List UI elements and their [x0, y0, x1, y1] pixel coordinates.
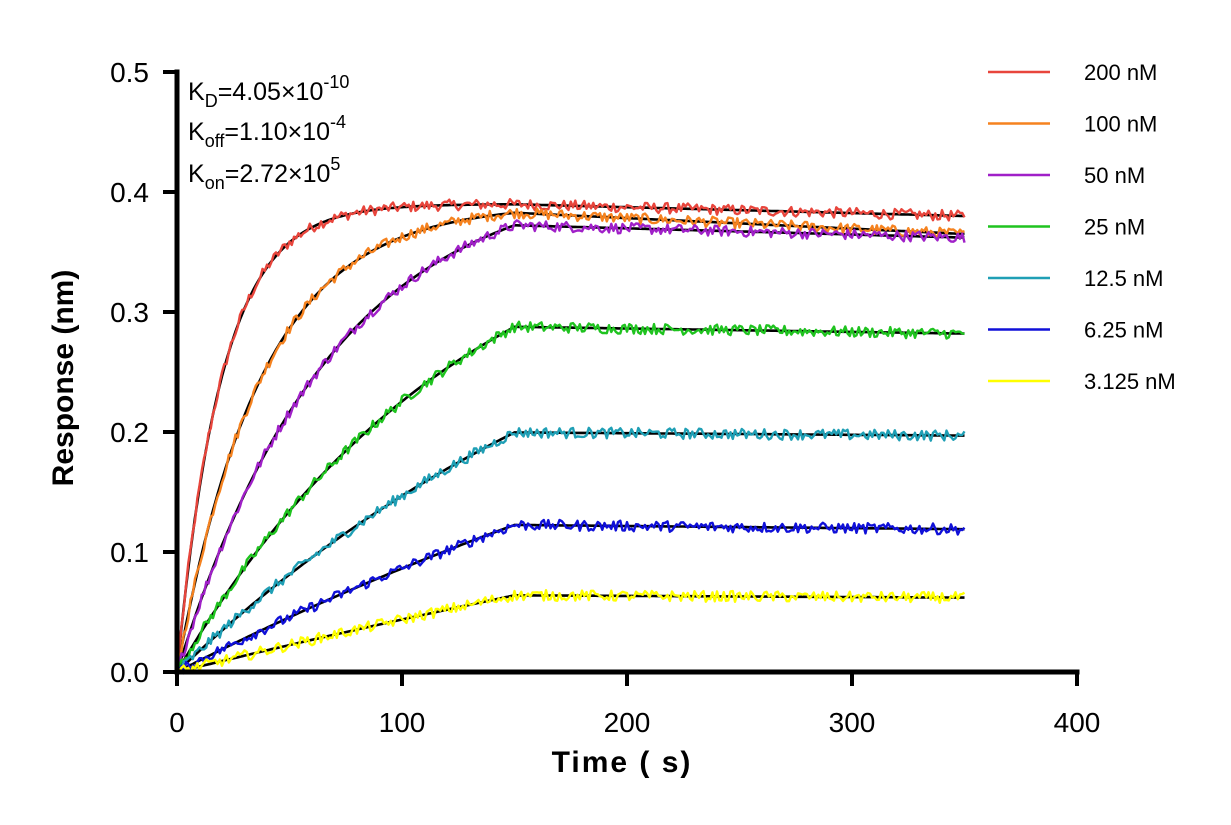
y-axis-title: Response (nm): [47, 270, 80, 487]
legend-label: 25 nM: [1084, 215, 1145, 240]
y-tick-label: 0.0: [110, 657, 149, 688]
series-line: [176, 518, 966, 675]
x-tick-label: 300: [829, 707, 876, 738]
series-line: [176, 426, 966, 673]
fit-curve: [175, 224, 965, 673]
fit-curves: [175, 203, 965, 674]
koff-annotation: Koff=1.10×10-4: [188, 112, 346, 151]
kinetic-constants: KD=4.05×10-10 Koff=1.10×10-4 Kon=2.72×10…: [188, 72, 349, 193]
x-tick-label: 100: [379, 707, 426, 738]
kd-annotation: KD=4.05×10-10: [188, 72, 349, 111]
legend-label: 50 nM: [1084, 163, 1145, 188]
series-lines: [175, 198, 966, 675]
x-ticks: 0 100 200 300 400: [169, 672, 1100, 738]
x-tick-label: 0: [169, 707, 185, 738]
y-tick-label: 0.1: [110, 537, 149, 568]
y-tick-label: 0.2: [110, 417, 149, 448]
legend-label: 12.5 nM: [1084, 266, 1164, 291]
legend-label: 3.125 nM: [1084, 369, 1176, 394]
fit-curve: [175, 211, 965, 673]
legend-label: 100 nM: [1084, 112, 1157, 137]
series-line: [175, 219, 966, 673]
fit-curve: [175, 203, 965, 673]
fit-curve: [176, 431, 965, 673]
y-tick-label: 0.3: [110, 297, 149, 328]
series-line: [175, 198, 966, 673]
x-axis-title: Time ( s): [552, 746, 693, 779]
y-tick-label: 0.5: [110, 57, 149, 88]
series-line: [176, 589, 966, 675]
legend: 200 nM 100 nM 50 nM 25 nM 12.5 nM 6.25 nM 3.12…: [988, 60, 1176, 394]
y-ticks: 0.0 0.1 0.2 0.3 0.4 0.5: [110, 57, 177, 688]
x-tick-label: 200: [604, 707, 651, 738]
x-tick-label: 400: [1054, 707, 1101, 738]
y-tick-label: 0.4: [110, 177, 149, 208]
legend-label: 6.25 nM: [1084, 318, 1164, 343]
fit-curve: [176, 594, 965, 674]
kon-annotation: Kon=2.72×105: [188, 154, 340, 193]
legend-label: 200 nM: [1084, 60, 1157, 85]
series-line: [175, 320, 965, 673]
fit-curve: [175, 325, 965, 673]
series-line: [175, 207, 965, 673]
